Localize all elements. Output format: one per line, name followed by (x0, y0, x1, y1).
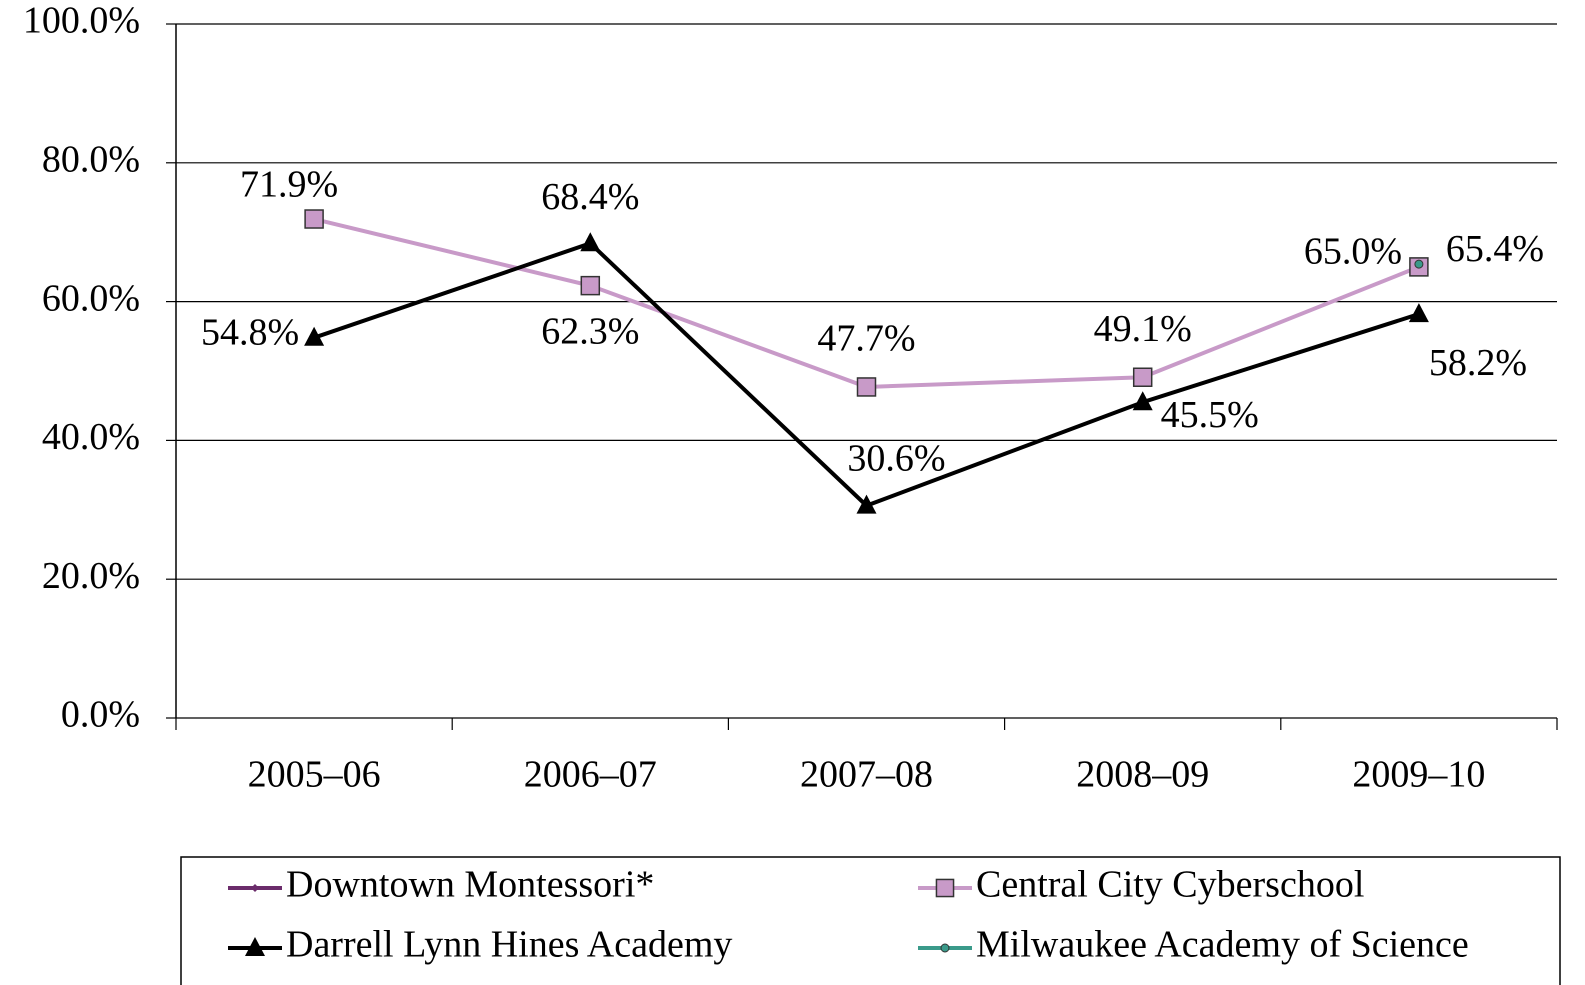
legend-marker (940, 943, 950, 953)
data-label: 71.9% (240, 164, 338, 206)
y-tick-label: 0.0% (61, 694, 140, 736)
legend-label: Central City Cyberschool (976, 864, 1364, 906)
data-point (856, 494, 877, 514)
legend-box (180, 856, 1561, 985)
legend-marker (245, 937, 265, 956)
data-label: 65.0% (1304, 231, 1402, 273)
data-label: 58.2% (1429, 342, 1527, 384)
y-tick-label: 100.0% (23, 0, 140, 42)
data-point (580, 275, 601, 296)
legend-label: Downtown Montessori* (286, 864, 654, 906)
data-label: 30.6% (847, 437, 945, 479)
data-label: 65.4% (1446, 228, 1544, 270)
x-tick-label: 2009–10 (1352, 754, 1485, 796)
data-point (856, 377, 877, 397)
data-label: 49.1% (1094, 308, 1192, 350)
data-label: 47.7% (817, 318, 915, 360)
legend-label: Darrell Lynn Hines Academy (286, 924, 732, 966)
data-point (1132, 391, 1153, 411)
x-tick-label: 2008–09 (1076, 754, 1209, 796)
series-line (313, 217, 1420, 389)
data-label: 45.5% (1161, 394, 1259, 436)
data-point (580, 232, 601, 252)
data-point (304, 326, 325, 346)
data-point (1132, 367, 1153, 387)
legend-label: Milwaukee Academy of Science (976, 924, 1469, 966)
data-point (1414, 259, 1424, 269)
data-label: 54.8% (201, 311, 299, 353)
y-tick-label: 20.0% (42, 555, 140, 597)
data-point (1408, 303, 1429, 323)
x-tick-label: 2007–08 (800, 754, 933, 796)
y-tick-label: 60.0% (42, 277, 140, 319)
data-label: 68.4% (541, 176, 639, 218)
legend-marker (935, 878, 955, 898)
legend-marker (251, 884, 259, 892)
data-label: 62.3% (541, 310, 639, 352)
y-tick-label: 80.0% (42, 139, 140, 181)
y-tick-label: 40.0% (42, 416, 140, 458)
x-tick-label: 2006–07 (524, 754, 657, 796)
x-tick-label: 2005–06 (248, 754, 381, 796)
data-point (304, 209, 324, 229)
